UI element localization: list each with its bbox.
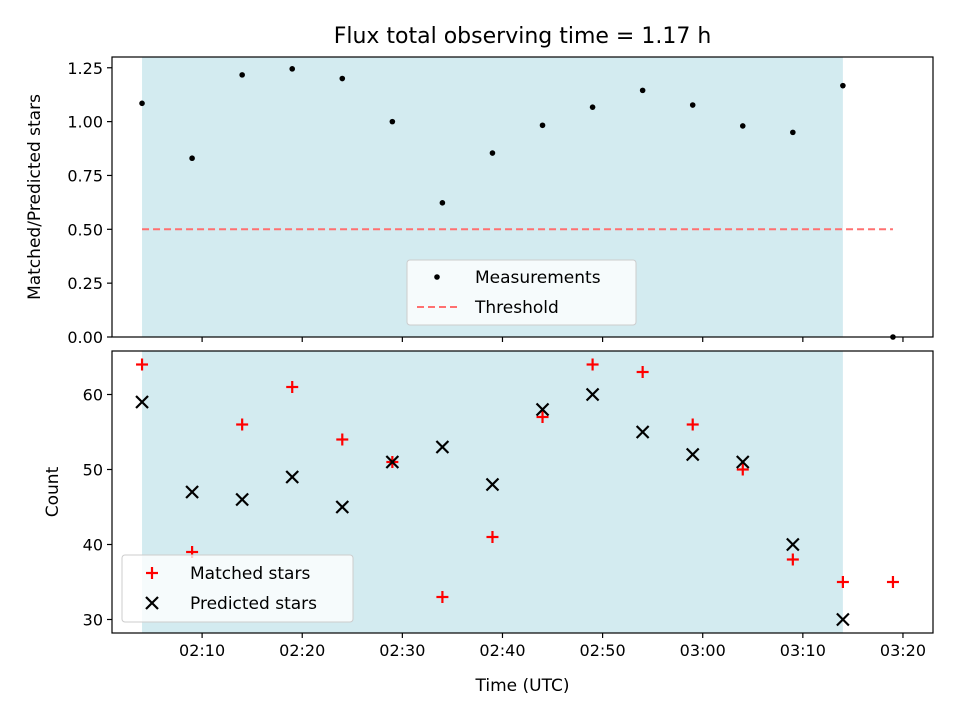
matched-stars-point xyxy=(586,358,599,371)
predicted-stars-point xyxy=(585,387,600,402)
top-plot-marks xyxy=(139,66,896,340)
matched-stars-point xyxy=(836,576,849,588)
legend-matched-marker xyxy=(146,567,158,579)
measurement-point xyxy=(589,104,596,110)
matched-stars-point xyxy=(636,366,649,378)
bottom-y-ticks: 30 40 50 60 xyxy=(83,386,112,630)
x-tick-label: 02:50 xyxy=(580,641,626,660)
x-tick-label: 02:20 xyxy=(279,641,325,660)
measurement-point xyxy=(639,87,646,94)
x-axis-label: Time (UTC) xyxy=(475,676,570,696)
legend-matched-label: Matched stars xyxy=(190,564,310,584)
top-x-ticks xyxy=(201,337,904,342)
matched-stars-point xyxy=(136,358,149,371)
measurement-point xyxy=(439,200,446,206)
legend-predicted-label: Predicted stars xyxy=(190,594,317,614)
measurement-point xyxy=(339,75,346,82)
y-tick-label: 0.50 xyxy=(67,220,103,239)
y-tick-label: 40 xyxy=(83,536,103,555)
bottom-legend-box xyxy=(121,554,354,623)
y-tick-label: 0.00 xyxy=(67,328,103,347)
predicted-stars-point xyxy=(836,612,850,627)
measurement-point xyxy=(790,129,796,136)
bottom-plot-marks xyxy=(135,358,899,627)
chart-title: Flux total observing time = 1.17 h xyxy=(334,24,712,49)
bottom-legend: Matched stars Predicted stars xyxy=(121,554,354,623)
matched-stars-point xyxy=(336,433,349,446)
matched-stars-point xyxy=(786,553,799,566)
x-tick-label: 03:10 xyxy=(780,641,826,660)
matched-stars-point xyxy=(286,381,299,393)
top-plot: Flux total observing time = 1.17 h Match… xyxy=(25,24,934,347)
legend-measurements-marker xyxy=(434,274,440,280)
predicted-stars-point xyxy=(435,440,450,454)
matched-stars-point xyxy=(886,576,899,588)
top-plot-frame xyxy=(111,56,934,338)
bottom-plot: Count Time (UTC) 30 40 50 60 02:10 02:20 02:3… xyxy=(43,350,934,696)
matched-stars-point xyxy=(736,463,749,476)
matched-stars-point xyxy=(436,591,449,603)
y-tick-label: 0.25 xyxy=(67,274,103,293)
predicted-stars-point xyxy=(335,500,350,514)
y-tick-label: 60 xyxy=(83,386,103,405)
x-tick-label: 02:30 xyxy=(379,641,425,660)
measurement-point xyxy=(689,102,696,108)
y-tick-label: 0.75 xyxy=(67,166,103,185)
y-tick-label: 30 xyxy=(83,611,103,630)
predicted-stars-point xyxy=(385,455,400,469)
predicted-stars-point xyxy=(485,477,500,492)
measurement-point xyxy=(389,118,396,125)
measurement-point xyxy=(739,123,746,129)
measurement-point xyxy=(189,155,195,162)
predicted-stars-point xyxy=(535,402,550,417)
legend-threshold-label: Threshold xyxy=(474,298,559,318)
predicted-stars-point xyxy=(135,395,149,409)
bottom-plot-frame xyxy=(111,350,934,634)
predicted-stars-point xyxy=(735,455,750,469)
measurement-point xyxy=(840,82,846,89)
predicted-stars-point xyxy=(786,537,800,552)
predicted-stars-point xyxy=(685,447,700,462)
x-tick-label: 03:00 xyxy=(680,641,726,660)
measurement-point xyxy=(539,122,546,129)
x-tick-label: 02:10 xyxy=(179,641,225,660)
y-tick-label: 1.25 xyxy=(67,59,103,78)
predicted-stars-point xyxy=(185,485,199,499)
measurement-point xyxy=(139,100,145,107)
measurement-point xyxy=(239,72,245,78)
matched-stars-point xyxy=(536,411,549,423)
top-y-axis-label: Matched/Predicted stars xyxy=(25,94,45,300)
y-tick-label: 50 xyxy=(83,461,103,480)
top-y-ticks: 0.00 0.25 0.50 0.75 1.00 1.25 xyxy=(67,59,112,347)
matched-stars-point xyxy=(486,531,499,543)
measurement-point xyxy=(489,150,496,156)
matched-stars-point xyxy=(686,418,699,431)
predicted-stars-point xyxy=(285,470,299,484)
predicted-stars-point xyxy=(635,425,650,439)
legend-predicted-marker xyxy=(145,596,159,610)
matched-stars-point xyxy=(236,418,249,431)
measurement-point xyxy=(289,66,296,72)
bottom-y-axis-label: Count xyxy=(43,466,63,517)
legend-measurements-label: Measurements xyxy=(475,268,601,288)
top-legend: Measurements Threshold xyxy=(406,259,637,326)
bottom-x-ticks: 02:10 02:20 02:30 02:40 02:50 03:00 03:10 03:20 xyxy=(179,633,926,660)
predicted-stars-point xyxy=(235,492,249,507)
top-legend-box xyxy=(406,259,637,326)
x-tick-label: 03:20 xyxy=(880,641,926,660)
x-tick-label: 02:40 xyxy=(479,641,525,660)
y-tick-label: 1.00 xyxy=(67,113,103,132)
